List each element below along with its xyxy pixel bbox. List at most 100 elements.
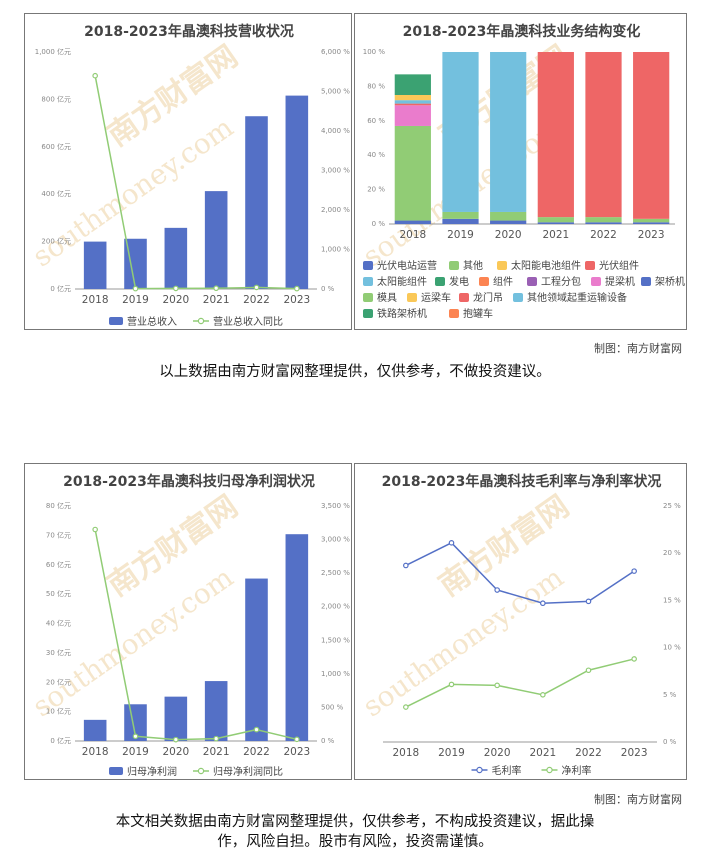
y-tick-label: 20 % <box>367 186 385 194</box>
legend-swatch <box>363 277 373 286</box>
legend-label: 提梁机 <box>605 275 635 288</box>
y2-tick-label: 2,000 % <box>321 603 350 611</box>
y2-tick-label: 6,000 % <box>321 48 350 56</box>
x-tick-label: 2020 <box>495 229 522 241</box>
business-structure-chart-panel: 南方财富网southmoney.com2018-2023年晶澳科技业务结构变化0… <box>354 13 687 330</box>
legend-swatch <box>363 293 373 302</box>
net-profit-chart: 南方财富网southmoney.com2018-2023年晶澳科技归母净利润状况… <box>26 473 350 778</box>
y-tick-label: 70 亿元 <box>46 530 71 539</box>
legend-label: 其他 <box>463 259 483 272</box>
legend-label: 组件 <box>493 275 513 288</box>
legend-swatch <box>585 261 595 270</box>
chart-credit-bottom: 制图：南方财富网 <box>594 793 682 806</box>
y2-tick-label: 500 % <box>321 703 344 711</box>
legend-swatch-bar <box>109 317 123 325</box>
line-point <box>494 587 500 593</box>
x-tick-label: 2018 <box>392 747 419 759</box>
y2-tick-label: 0 % <box>321 285 335 293</box>
y-tick-label: 0 亿元 <box>50 284 71 293</box>
stacked-bar-segment <box>490 211 527 221</box>
stacked-bar-segment <box>442 218 479 224</box>
chart-title: 2018-2023年晶澳科技营收状况 <box>84 23 294 40</box>
disclaimer-bottom-line1: 本文相关数据由南方财富网整理提供，仅供参考，不构成投资建议，据此操 <box>115 814 595 830</box>
y2-tick-label: 3,000 % <box>321 536 350 544</box>
y-tick-label: 100 % <box>363 48 386 56</box>
legend-label: 光伏组件 <box>599 259 639 272</box>
y-tick-label: 600 亿元 <box>41 142 71 151</box>
legend-label: 归母净利润 <box>127 765 177 778</box>
y2-tick-label: 1,000 % <box>321 246 350 254</box>
y-tick-label: 1,000 亿元 <box>35 47 71 56</box>
bar <box>164 696 188 741</box>
y-tick-label: 5 % <box>663 691 677 699</box>
x-tick-label: 2020 <box>484 747 511 759</box>
y-tick-label: 25 % <box>663 502 681 510</box>
legend-swatch <box>435 277 445 286</box>
y2-tick-label: 2,500 % <box>321 569 350 577</box>
x-tick-label: 2023 <box>621 747 648 759</box>
legend-label: 归母净利润同比 <box>213 765 283 778</box>
y-tick-label: 80 % <box>367 82 385 90</box>
stacked-bar-segment <box>394 105 431 126</box>
legend-swatch-bar <box>109 767 123 775</box>
y-tick-label: 40 % <box>367 151 385 159</box>
x-tick-label: 2018 <box>82 294 109 306</box>
legend-label: 营业总收入 <box>127 315 177 328</box>
x-tick-label: 2022 <box>590 229 617 241</box>
line-point <box>631 656 637 662</box>
stacked-bar-segment <box>490 52 527 212</box>
y-tick-label: 20 亿元 <box>46 677 71 686</box>
x-tick-label: 2022 <box>243 746 270 758</box>
line-point <box>494 682 500 689</box>
y-tick-label: 800 亿元 <box>41 94 71 103</box>
y2-tick-label: 1,000 % <box>321 670 350 678</box>
revenue-chart-panel: 南方财富网 southmoney.com 2018-2023年晶澳科技营收状况 0 亿… <box>24 13 352 330</box>
line-point <box>173 285 179 292</box>
y2-tick-label: 0 % <box>321 737 335 745</box>
y-tick-label: 30 亿元 <box>46 648 71 657</box>
line-point <box>540 692 546 698</box>
y-tick-label: 0 亿元 <box>50 736 71 745</box>
line-point <box>585 667 592 674</box>
y-tick-label: 40 亿元 <box>46 619 71 628</box>
legend-label: 龙门吊 <box>473 291 503 304</box>
legend-label: 太阳能组件 <box>377 275 427 288</box>
stacked-bar-segment <box>442 52 479 212</box>
legend-swatch <box>459 293 469 302</box>
x-tick-label: 2020 <box>162 746 189 758</box>
x-tick-label: 2023 <box>283 746 310 758</box>
bar <box>285 534 309 741</box>
legend-swatch <box>407 293 417 302</box>
y2-tick-label: 3,000 % <box>321 167 350 175</box>
legend-label: 毛利率 <box>492 764 522 777</box>
stacked-bar-segment <box>633 52 670 219</box>
bar <box>245 116 268 290</box>
y2-tick-label: 2,000 % <box>321 206 350 214</box>
x-tick-label: 2021 <box>542 229 569 241</box>
legend-label: 太阳能电池组件 <box>511 259 581 272</box>
line-point <box>294 736 300 743</box>
stacked-bar-segment <box>394 125 431 221</box>
legend-swatch-point <box>476 766 483 774</box>
legend-label: 模具 <box>377 292 397 304</box>
legend-label: 抱罐车 <box>463 307 493 320</box>
y-tick-label: 0 % <box>663 738 677 746</box>
legend-swatch <box>363 309 373 318</box>
bar <box>124 704 147 741</box>
disclaimer-top: 以上数据由南方财富网整理提供，仅供参考，不做投资建议。 <box>159 364 551 380</box>
x-tick-label: 2019 <box>447 229 474 241</box>
y2-tick-label: 4,000 % <box>321 127 350 135</box>
x-tick-label: 2019 <box>122 294 149 306</box>
line-point <box>448 540 455 546</box>
y-tick-label: 80 亿元 <box>46 501 71 510</box>
legend-swatch-point <box>197 767 205 775</box>
y-tick-label: 20 % <box>663 549 681 557</box>
bar <box>204 191 228 289</box>
x-tick-label: 2022 <box>243 294 270 306</box>
series-line <box>94 75 297 290</box>
chart-title: 2018-2023年晶澳科技归母净利润状况 <box>63 473 315 490</box>
bar <box>83 719 107 741</box>
legend-swatch <box>497 261 507 270</box>
legend-swatch <box>513 293 523 302</box>
disclaimer-bottom-line2: 作，风险自担。股市有风险，投资需谨慎。 <box>217 834 493 850</box>
